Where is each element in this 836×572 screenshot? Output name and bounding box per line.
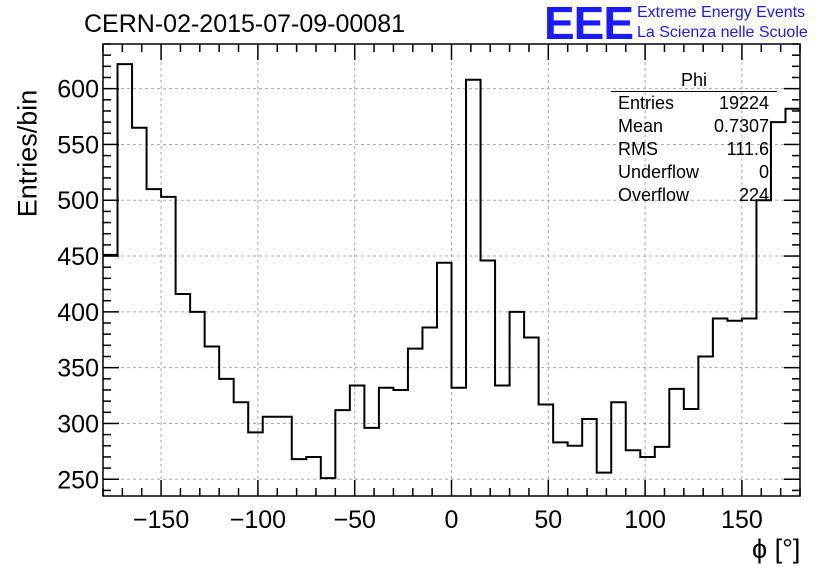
x-tick-label: −150 <box>133 506 189 534</box>
y-tick-label: 300 <box>57 410 99 438</box>
stats-row-overflow: Overflow 224 <box>618 185 769 205</box>
org-line-2: La Scienza nelle Scuole <box>637 24 808 41</box>
y-tick-label: 450 <box>57 243 99 271</box>
y-tick-label: 350 <box>57 355 99 383</box>
run-title: CERN-02-2015-07-09-00081 <box>84 10 406 38</box>
stats-title: Phi <box>680 70 707 90</box>
stats-row-underflow: Underflow 0 <box>618 162 769 182</box>
stats-row-mean: Mean 0.7307 <box>618 116 769 136</box>
y-tick-label: 500 <box>57 187 99 215</box>
stats-box: Phi Entries 19224 Mean 0.7307 RMS 111.6 Und… <box>611 70 777 207</box>
y-tick-label: 400 <box>57 299 99 327</box>
histogram-step-line <box>103 63 800 480</box>
eee-logo: EEE <box>544 0 634 49</box>
x-tick-label: 100 <box>624 506 666 534</box>
x-tick-label: −100 <box>230 506 286 534</box>
y-tick-labels: 250 300 350 400 450 500 550 600 <box>57 76 99 495</box>
axis-ticks <box>102 43 801 496</box>
org-line-1: Extreme Energy Events <box>637 4 806 21</box>
y-tick-label: 550 <box>57 131 99 159</box>
stats-row-rms: RMS 111.6 <box>618 139 769 159</box>
x-tick-labels: −150 −100 −50 0 50 100 150 <box>133 506 763 534</box>
x-axis-label: ϕ [°] <box>752 534 801 564</box>
stats-divider <box>611 91 777 92</box>
x-tick-label: 0 <box>445 506 459 534</box>
y-tick-label: 250 <box>57 466 99 494</box>
y-axis-label: Entries/bin <box>12 89 43 218</box>
x-tick-label: 150 <box>721 506 763 534</box>
stats-row-entries: Entries 19224 <box>618 93 769 113</box>
y-tick-label: 600 <box>57 76 99 104</box>
x-tick-label: −50 <box>333 506 375 534</box>
x-tick-label: 50 <box>534 506 562 534</box>
organization-name: Extreme Energy Events La Scienza nelle S… <box>637 3 808 43</box>
